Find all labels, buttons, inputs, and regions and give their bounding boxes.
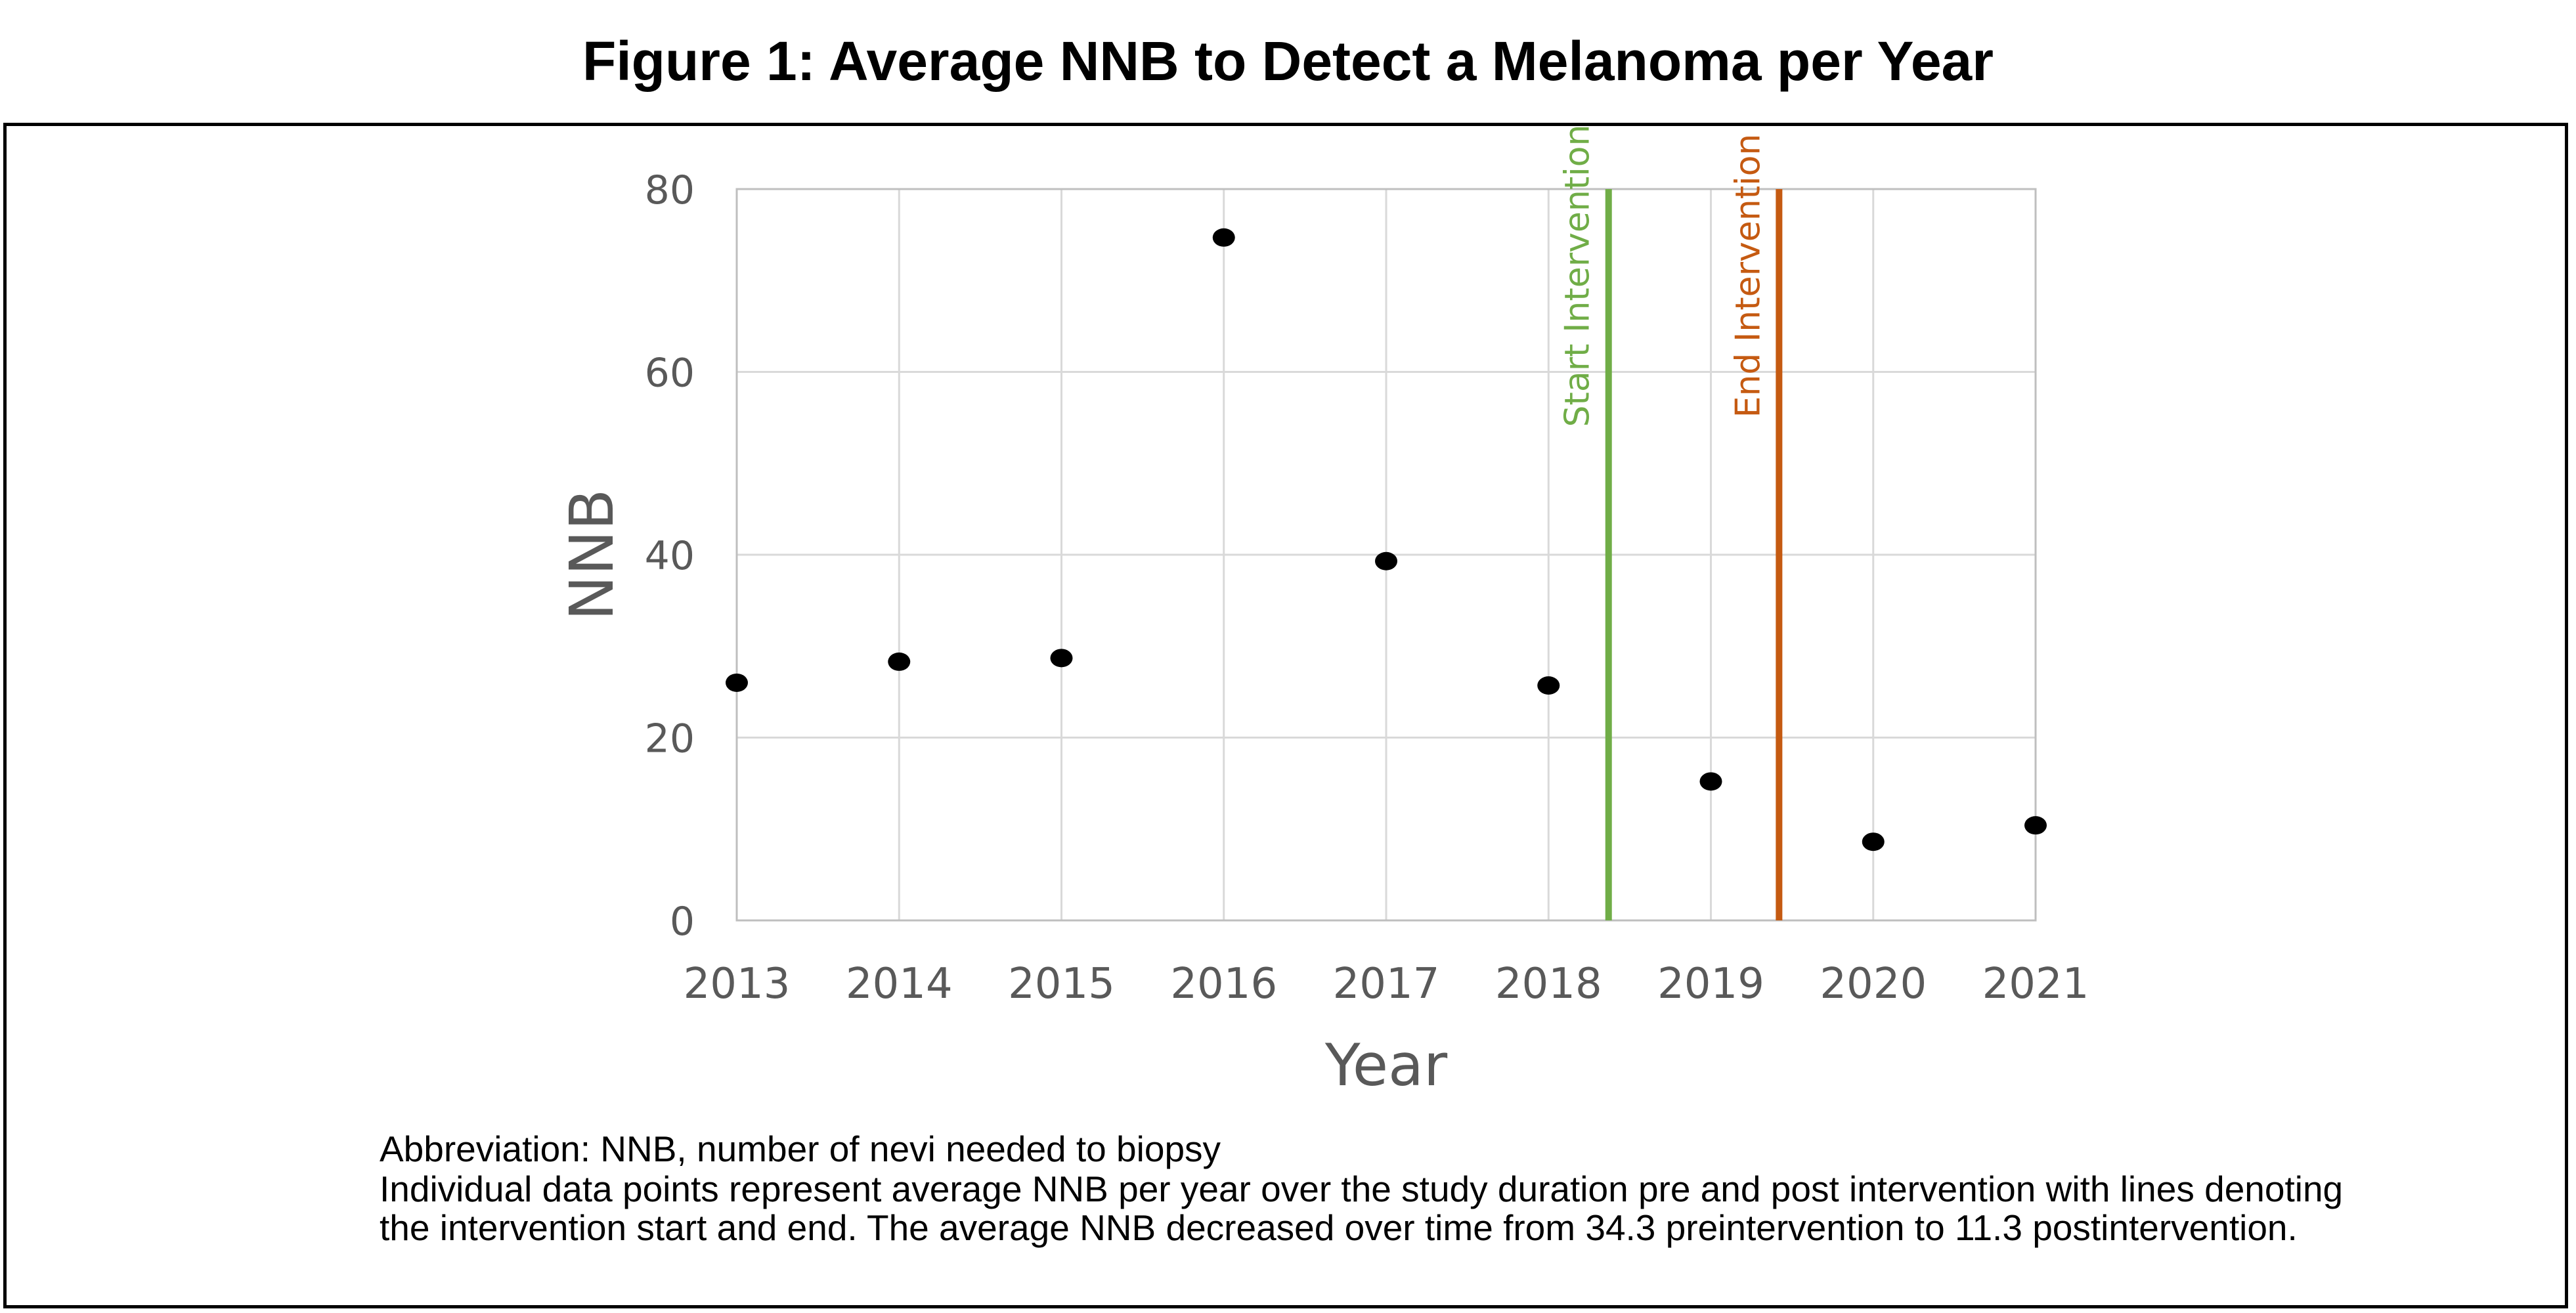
x-tick-labels: 2013 2014 2015 2016 2017 2018 2019 2020 2021 — [684, 960, 2089, 1008]
data-point — [1537, 676, 1560, 695]
data-point — [2024, 816, 2047, 835]
y-tick-label: 0 — [670, 899, 695, 945]
x-tick-label: 2015 — [1008, 960, 1115, 1008]
data-point — [726, 673, 748, 692]
x-tick-label: 2019 — [1657, 960, 1764, 1008]
y-tick-label: 80 — [645, 167, 695, 213]
data-point — [1212, 228, 1235, 247]
y-tick-label: 40 — [645, 533, 695, 579]
data-point — [888, 652, 911, 671]
x-tick-label: 2018 — [1495, 960, 1602, 1008]
x-tick-label: 2020 — [1820, 960, 1927, 1008]
caption-abbreviation: Abbreviation: NNB, number of nevi needed… — [380, 1129, 1221, 1169]
plot-border — [735, 188, 2037, 922]
y-tick-label: 20 — [645, 716, 695, 762]
y-tick-labels: 0 20 40 60 80 — [645, 167, 695, 945]
intervention-lines: Start Intervention End Intervention — [1558, 125, 1783, 920]
y-tick-label: 60 — [645, 351, 695, 397]
data-point — [1699, 772, 1722, 791]
caption-line-1: Individual data points represent average… — [380, 1169, 2344, 1209]
caption-line-2: the intervention start and end. The aver… — [380, 1207, 2298, 1248]
x-tick-label: 2017 — [1333, 960, 1440, 1008]
intervention-label: End Intervention — [1728, 134, 1768, 418]
data-point — [1862, 832, 1885, 851]
data-point — [1050, 649, 1073, 668]
x-tick-label: 2021 — [1982, 960, 2089, 1008]
data-point — [1375, 551, 1397, 570]
data-points — [726, 228, 2047, 851]
x-tick-label: 2014 — [846, 960, 953, 1008]
figure-frame — [3, 123, 2568, 1308]
x-tick-label: 2013 — [684, 960, 791, 1008]
x-tick-label: 2016 — [1170, 960, 1277, 1008]
intervention-label: Start Intervention — [1558, 125, 1598, 427]
y-axis-label: NNB — [557, 489, 627, 621]
x-axis-label: Year — [1324, 1031, 1448, 1099]
figure-title: Figure 1: Average NNB to Detect a Melano… — [582, 30, 1994, 92]
